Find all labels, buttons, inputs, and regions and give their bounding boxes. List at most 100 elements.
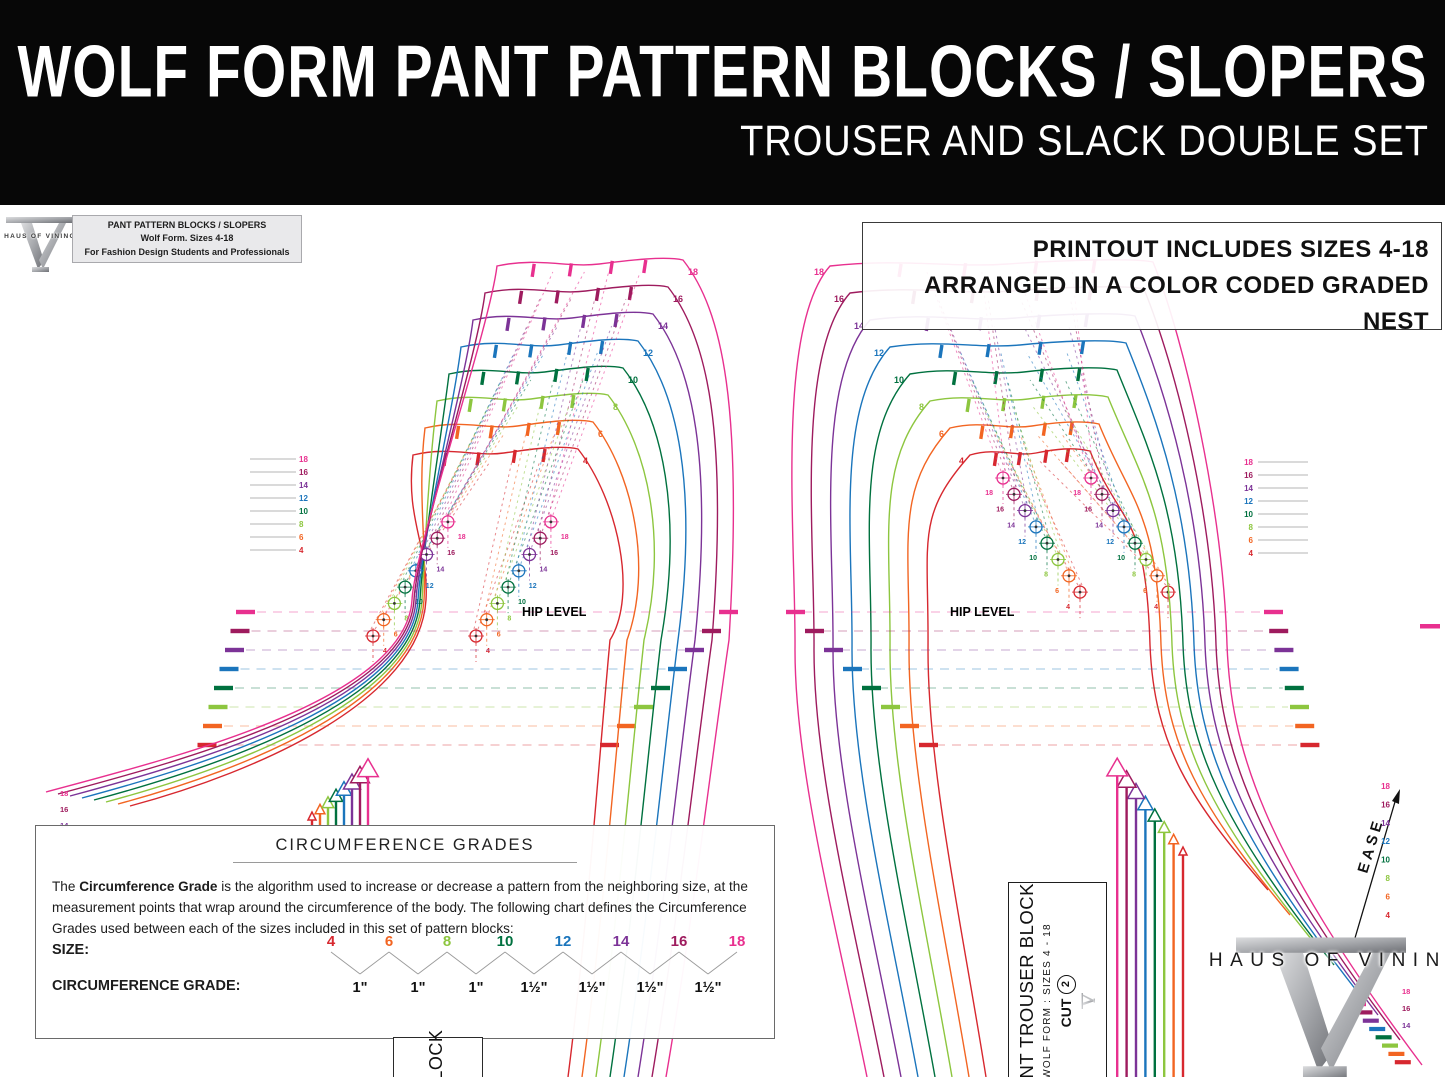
svg-text:8: 8 <box>1386 874 1391 883</box>
svg-text:16: 16 <box>60 805 68 814</box>
v-monogram-icon <box>1080 993 1095 1009</box>
svg-text:16: 16 <box>834 294 844 304</box>
product-info-box: PANT PATTERN BLOCKS / SLOPERS Wolf Form.… <box>72 215 302 263</box>
svg-text:4: 4 <box>583 456 588 466</box>
svg-text:8: 8 <box>919 402 924 412</box>
svg-text:10: 10 <box>299 507 308 516</box>
info-line-3: For Fashion Design Students and Professi… <box>84 246 290 257</box>
svg-text:14: 14 <box>854 321 864 331</box>
svg-text:18: 18 <box>1381 782 1390 791</box>
svg-text:16: 16 <box>671 933 688 950</box>
svg-text:4: 4 <box>1249 549 1254 558</box>
front-block-title: FRONT TROUSER BLOCK <box>1015 883 1037 1077</box>
svg-text:8: 8 <box>507 615 511 622</box>
header-banner: WOLF FORM PANT PATTERN BLOCKS / SLOPERS … <box>0 0 1445 205</box>
back-block-label-box: BACK TROUSER BLOCK <box>393 1030 483 1077</box>
svg-text:8: 8 <box>1249 523 1254 532</box>
brand-name: HAUS OF VINING <box>4 233 76 240</box>
svg-text:14: 14 <box>299 481 308 490</box>
back-size-legend: 18 16 14 12 10 8 6 4 <box>250 455 308 555</box>
svg-text:14: 14 <box>1007 523 1015 530</box>
back-size-outline-12: 12 12 12 <box>81 338 687 1077</box>
svg-text:12: 12 <box>643 348 653 358</box>
brand-logo-large: HAUS OF VINING <box>1209 922 1445 1077</box>
svg-text:10: 10 <box>1117 555 1125 562</box>
svg-text:1½": 1½" <box>578 980 605 996</box>
back-size-outline-8: 8 8 8 <box>105 392 656 1077</box>
svg-text:18: 18 <box>299 455 308 464</box>
svg-text:10: 10 <box>415 599 423 606</box>
svg-text:1½": 1½" <box>694 980 721 996</box>
svg-text:4: 4 <box>383 648 387 655</box>
svg-text:14: 14 <box>437 567 445 574</box>
size-row-label: SIZE: <box>52 942 90 958</box>
svg-text:8: 8 <box>1132 572 1136 579</box>
svg-text:6: 6 <box>939 429 944 439</box>
svg-text:10: 10 <box>518 599 526 606</box>
svg-text:10: 10 <box>1381 856 1390 865</box>
svg-text:16: 16 <box>447 550 455 557</box>
svg-text:10: 10 <box>1029 555 1037 562</box>
svg-text:18: 18 <box>60 789 68 798</box>
svg-text:10: 10 <box>497 933 514 950</box>
svg-text:8: 8 <box>1044 572 1048 579</box>
info-line-1: PANT PATTERN BLOCKS / SLOPERS <box>107 220 267 231</box>
svg-text:14: 14 <box>658 321 668 331</box>
back-size-outline-4: 4 4 4 <box>129 446 624 1077</box>
svg-text:12: 12 <box>529 583 537 590</box>
printout-line-1: PRINTOUT INCLUDES SIZES 4-18 <box>1032 236 1429 263</box>
front-size-legend: 18 16 14 12 10 8 6 4 <box>1244 458 1308 558</box>
svg-text:10: 10 <box>1244 510 1253 519</box>
svg-text:10: 10 <box>894 375 904 385</box>
printout-note-box: PRINTOUT INCLUDES SIZES 4-18 ARRANGED IN… <box>862 222 1442 335</box>
svg-text:16: 16 <box>673 294 683 304</box>
svg-text:4: 4 <box>959 456 964 466</box>
front-block-label-box: FRONT TROUSER BLOCK WOLF FORM : SIZES 4 … <box>1008 882 1107 1077</box>
svg-text:12: 12 <box>1018 539 1026 546</box>
front-size-outline-6: 6 6 6 <box>900 421 1315 1077</box>
v-monogram-icon <box>1236 937 1406 1077</box>
svg-text:14: 14 <box>1381 819 1390 828</box>
front-size-outline-10: 10 10 10 <box>862 367 1335 1077</box>
front-size-outline-12: 12 12 12 <box>843 340 1357 1077</box>
svg-text:6: 6 <box>1386 892 1391 901</box>
back-grainline-arrows <box>306 757 380 826</box>
svg-text:HIP LEVEL: HIP LEVEL <box>522 605 587 619</box>
svg-text:1½": 1½" <box>636 980 663 996</box>
svg-text:1½": 1½" <box>520 980 547 996</box>
printout-line-2: ARRANGED IN A COLOR CODED GRADED NEST <box>924 272 1429 335</box>
svg-text:14: 14 <box>1244 484 1253 493</box>
svg-text:12: 12 <box>299 494 308 503</box>
front-block-subtitle: WOLF FORM : SIZES 4 - 18 <box>1041 923 1053 1077</box>
svg-text:16: 16 <box>550 550 558 557</box>
svg-text:6: 6 <box>598 429 603 439</box>
svg-text:8: 8 <box>299 520 304 529</box>
svg-text:HIP LEVEL: HIP LEVEL <box>950 605 1015 619</box>
svg-text:18: 18 <box>729 933 746 950</box>
svg-text:18: 18 <box>985 490 993 497</box>
grade-row-label: CIRCUMFERENCE GRADE: <box>52 978 241 994</box>
back-size-outline-6: 6 6 6 <box>117 419 640 1077</box>
svg-text:6: 6 <box>497 632 501 639</box>
svg-text:16: 16 <box>1381 800 1390 809</box>
svg-text:1": 1" <box>469 980 484 996</box>
cut-instruction: CUT 2 <box>1056 974 1076 1027</box>
svg-text:6: 6 <box>394 632 398 639</box>
circumference-grades-box: CIRCUMFERENCE GRADES The Circumference G… <box>35 825 775 1039</box>
svg-text:12: 12 <box>874 348 884 358</box>
svg-text:14: 14 <box>613 933 630 950</box>
svg-text:14: 14 <box>1095 523 1103 530</box>
svg-text:18: 18 <box>561 534 569 541</box>
svg-text:12: 12 <box>1106 539 1114 546</box>
circumference-body: The Circumference Grade is the algorithm… <box>52 879 748 936</box>
svg-text:1": 1" <box>411 980 426 996</box>
grade-chart: 1" 1" 1" 1½" 1½" 1½" 1½" 4 6 8 10 12 14 16 18 <box>327 933 746 996</box>
svg-text:6: 6 <box>1249 536 1254 545</box>
svg-text:14: 14 <box>540 567 548 574</box>
svg-text:4: 4 <box>299 546 304 555</box>
svg-text:12: 12 <box>1244 497 1253 506</box>
svg-text:8: 8 <box>404 615 408 622</box>
svg-text:4: 4 <box>486 648 490 655</box>
